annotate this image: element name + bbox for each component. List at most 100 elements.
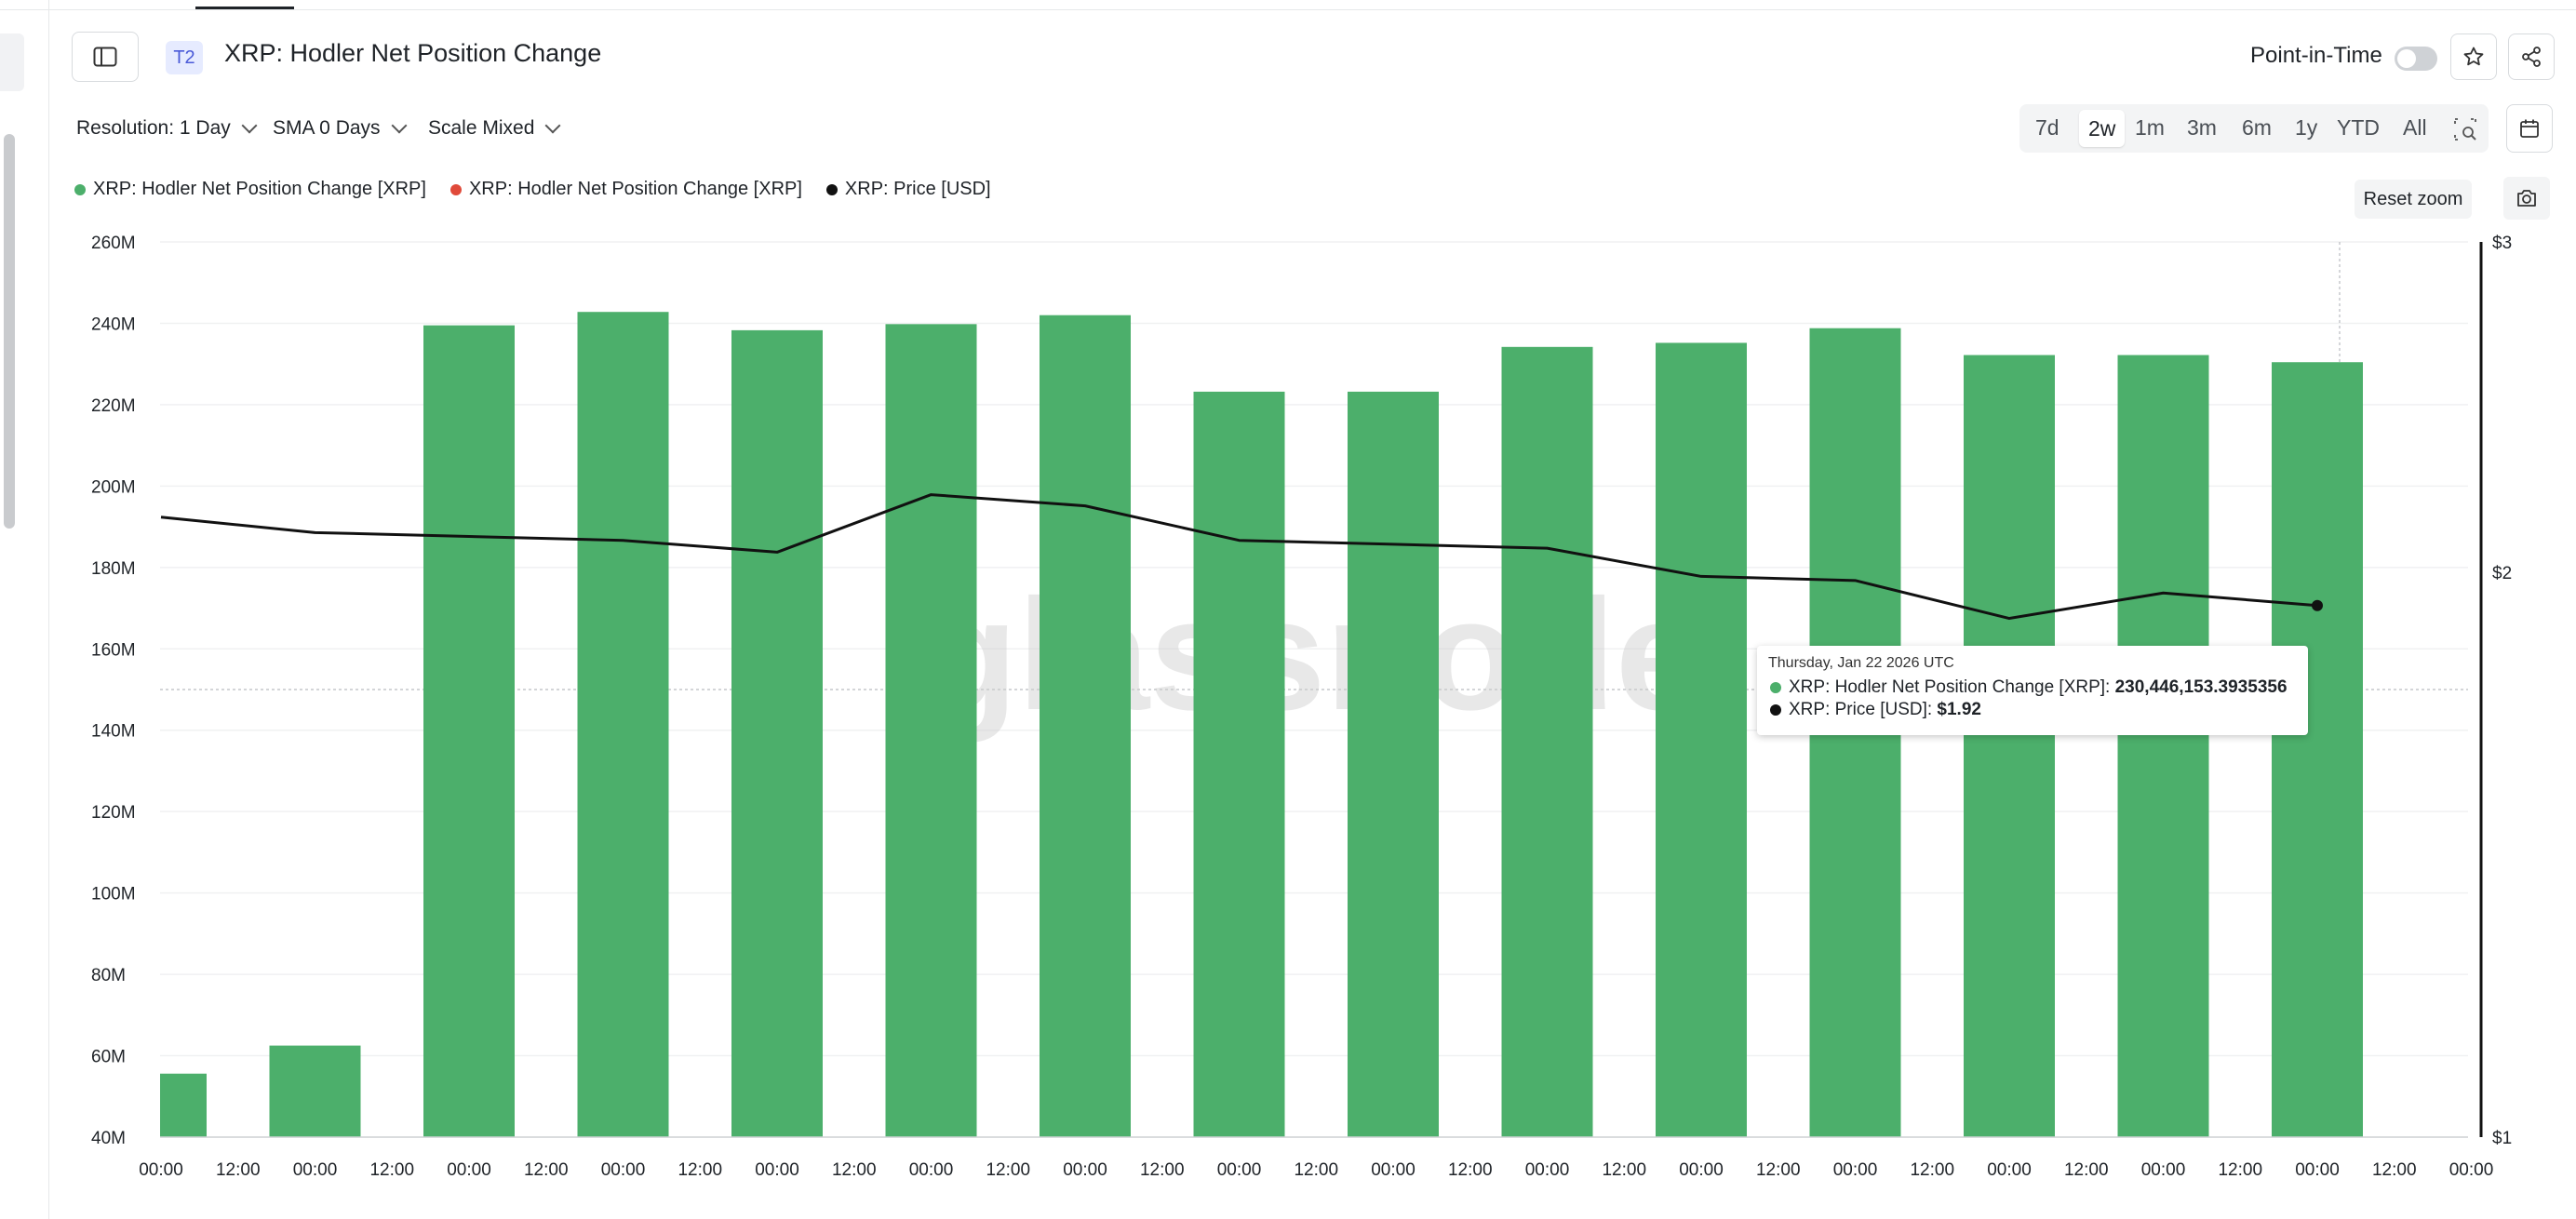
bar[interactable] (731, 329, 823, 1137)
tooltip-date: Thursday, Jan 22 2026 UTC (1768, 655, 1954, 671)
x-tick-label: 00:00 (1833, 1160, 1878, 1180)
scrollbar[interactable] (4, 134, 15, 529)
y-left-tick-label: 200M (91, 477, 136, 497)
sma-value: SMA 0 Days (273, 117, 381, 139)
x-tick-label: 00:00 (755, 1160, 799, 1180)
price-point-active[interactable] (2312, 599, 2323, 611)
bar[interactable] (1656, 342, 1747, 1138)
y-left-tick-label: 40M (91, 1129, 126, 1148)
bar[interactable] (1501, 346, 1593, 1137)
range-selector: 7d 2w 1m 3m 6m 1y YTD All (2019, 104, 2489, 153)
tooltip-label: XRP: Hodler Net Position Change [XRP]: (1789, 677, 2115, 697)
price-series (160, 493, 2323, 621)
bar[interactable] (885, 324, 977, 1137)
x-tick-label: 12:00 (1448, 1160, 1493, 1180)
x-tick-label: 12:00 (2372, 1160, 2417, 1180)
range-all[interactable]: All (2403, 115, 2427, 140)
tooltip-label: XRP: Price [USD]: (1789, 700, 1938, 719)
y-left-tick-label: 140M (91, 722, 136, 742)
y-right-tick-label: $2 (2492, 564, 2512, 583)
favorite-button[interactable] (2450, 33, 2497, 80)
x-tick-label: 00:00 (2141, 1160, 2186, 1180)
active-tab-indicator (195, 7, 294, 9)
legend-label: XRP: Hodler Net Position Change [XRP] (468, 179, 802, 199)
range-2w[interactable]: 2w (2079, 110, 2126, 147)
tooltip-dot (1770, 682, 1781, 693)
y-left-tick-label: 220M (91, 396, 136, 416)
x-tick-label: 00:00 (601, 1160, 646, 1180)
bar[interactable] (269, 1045, 361, 1137)
x-tick-label: 12:00 (216, 1160, 261, 1180)
x-tick-label: 12:00 (2064, 1160, 2109, 1180)
scale-value: Scale Mixed (428, 117, 535, 139)
bar[interactable] (1348, 391, 1439, 1137)
x-tick-label: 00:00 (447, 1160, 491, 1180)
star-icon (2463, 47, 2484, 66)
range-ytd[interactable]: YTD (2337, 115, 2380, 140)
legend-label: XRP: Hodler Net Position Change [XRP] (93, 179, 426, 199)
share-button[interactable] (2508, 33, 2555, 80)
range-1y[interactable]: 1y (2295, 115, 2318, 140)
reset-zoom-button[interactable]: Reset zoom (2355, 180, 2472, 219)
bar[interactable] (1964, 355, 2055, 1137)
y-left-tick-label: 60M (91, 1048, 126, 1067)
tooltip-value: 230,446,153.3935356 (2114, 677, 2288, 697)
camera-icon (2517, 190, 2536, 207)
bar[interactable] (2272, 362, 2363, 1137)
range-3m[interactable]: 3m (2187, 115, 2217, 140)
y-left-tick-label: 240M (91, 315, 136, 334)
x-tick-label: 12:00 (524, 1160, 569, 1180)
legend-dot (825, 183, 838, 195)
bar[interactable] (1193, 391, 1285, 1137)
screenshot-button[interactable] (2503, 177, 2550, 220)
page-title: XRP: Hodler Net Position Change (224, 39, 602, 67)
tooltip-value: $1.92 (1937, 700, 1981, 719)
bar[interactable] (1040, 315, 1131, 1137)
range-1m[interactable]: 1m (2135, 115, 2165, 140)
toggle-sidebar-button[interactable] (72, 32, 139, 82)
legend-label: XRP: Price [USD] (844, 179, 991, 199)
x-tick-label: 00:00 (909, 1160, 954, 1180)
x-tick-label: 12:00 (369, 1160, 414, 1180)
y-left-tick-label: 160M (91, 640, 136, 660)
sma-dropdown[interactable]: SMA 0 Days (273, 117, 408, 140)
axes: 260M 240M 220M 200M 180M 160M 140M 120M 100M 80M 6… (91, 234, 2512, 1180)
bar[interactable] (160, 1073, 207, 1137)
bar[interactable] (577, 312, 669, 1137)
legend-item-net-position-red[interactable]: XRP: Hodler Net Position Change [XRP] (449, 179, 802, 200)
x-tick-label: 12:00 (832, 1160, 877, 1180)
bar-series (160, 312, 2363, 1138)
chart-legend: XRP: Hodler Net Position Change [XRP] XR… (74, 179, 991, 200)
y-left-tick-label: 180M (91, 559, 136, 579)
point-in-time-label: Point-in-Time (2250, 43, 2382, 68)
x-tick-label: 00:00 (1525, 1160, 1570, 1180)
x-tick-label: 12:00 (2218, 1160, 2262, 1180)
legend-dot (449, 183, 462, 195)
toggle-knob (2397, 49, 2416, 68)
tooltip-dot (1770, 704, 1781, 716)
y-left-tick-label: 120M (91, 803, 136, 823)
x-tick-label: 00:00 (1679, 1160, 1724, 1180)
tier-badge: T2 (166, 41, 203, 74)
top-tab-bar (0, 0, 2576, 10)
point-in-time-toggle[interactable] (2395, 47, 2437, 71)
x-tick-label: 12:00 (1294, 1160, 1338, 1180)
bar[interactable] (2117, 355, 2209, 1137)
bar[interactable] (423, 325, 515, 1138)
calendar-button[interactable] (2506, 104, 2553, 153)
x-tick-label: 00:00 (293, 1160, 338, 1180)
y-left-tick-label: 100M (91, 885, 136, 904)
zoom-select-icon[interactable] (2453, 117, 2477, 141)
legend-item-price[interactable]: XRP: Price [USD] (825, 179, 991, 200)
x-tick-label: 12:00 (1140, 1160, 1185, 1180)
x-tick-label: 00:00 (1217, 1160, 1262, 1180)
x-tick-label: 12:00 (986, 1160, 1030, 1180)
scale-dropdown[interactable]: Scale Mixed (428, 117, 561, 140)
resolution-dropdown[interactable]: Resolution: 1 Day (76, 117, 258, 140)
calendar-icon (2520, 119, 2539, 138)
rail-tab[interactable] (0, 33, 24, 91)
legend-item-net-position-green[interactable]: XRP: Hodler Net Position Change [XRP] (74, 179, 426, 200)
range-6m[interactable]: 6m (2242, 115, 2272, 140)
range-7d[interactable]: 7d (2035, 115, 2059, 140)
